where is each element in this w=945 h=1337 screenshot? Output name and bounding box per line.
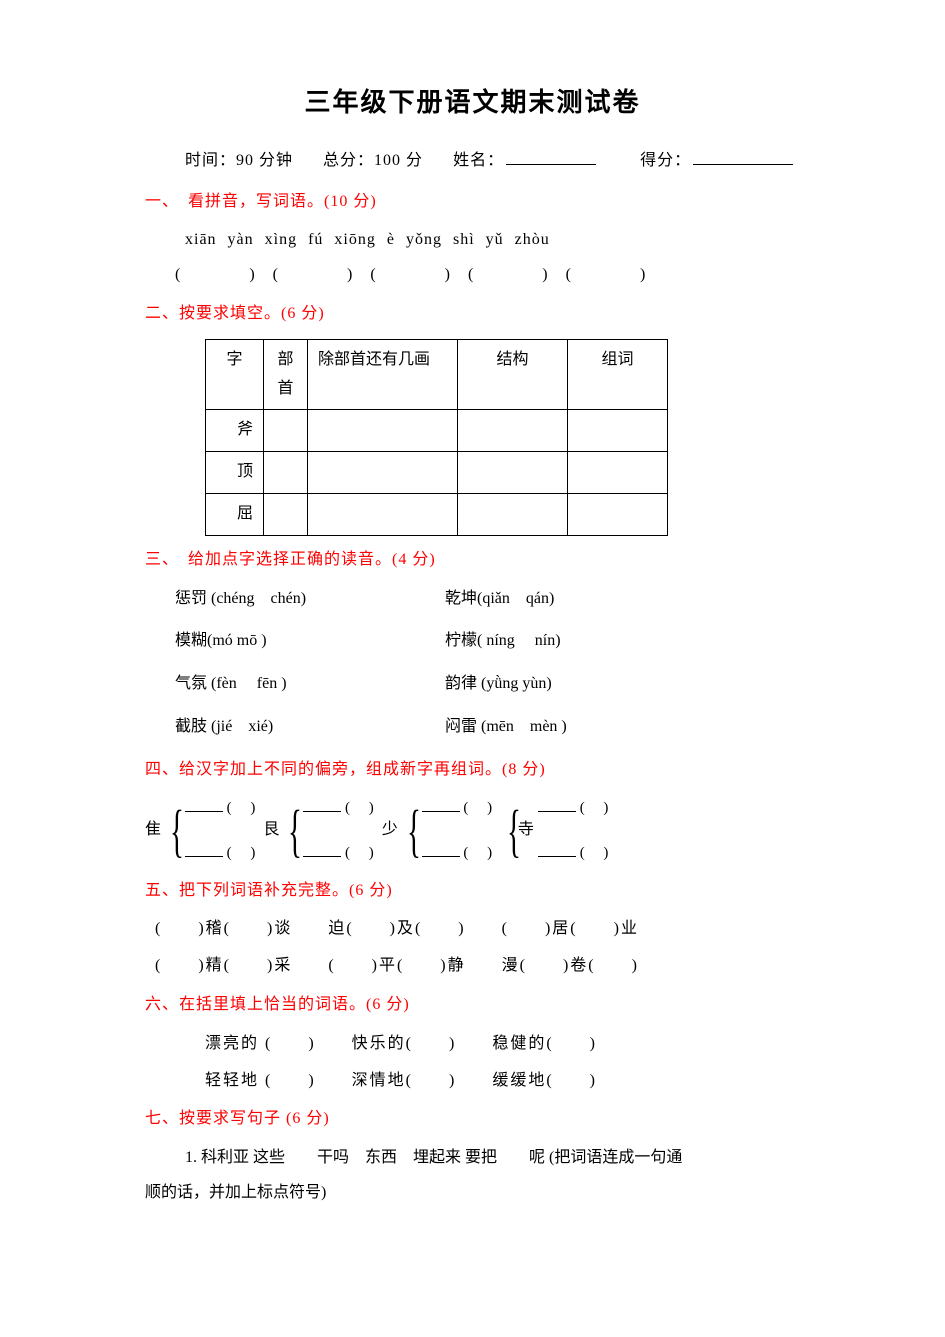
cell-blank[interactable] — [568, 493, 668, 535]
cell-blank[interactable] — [568, 452, 668, 494]
blank-line[interactable] — [303, 798, 341, 812]
name-label: 姓名： — [453, 152, 504, 169]
paren-row: ( ) ( ) ( ) ( ) ( ) — [145, 261, 800, 290]
blank-line[interactable] — [538, 798, 576, 812]
total-value: 100 分 — [374, 152, 423, 169]
q4-group: 艮 { ( ) ( ) — [263, 795, 373, 867]
cell-blank[interactable] — [264, 452, 308, 494]
q5-row: ( )精( )采 ( )平( )静 漫( )卷( ) — [145, 952, 800, 981]
cell-blank[interactable] — [458, 410, 568, 452]
brace-icon: { — [407, 802, 421, 860]
blank-line[interactable] — [185, 798, 223, 812]
q7-item-line1: 1. 科利亚 这些 干吗 东西 埋起来 要把 呢 (把词语连成一句通 — [185, 1144, 800, 1173]
q6-row: 漂亮的 ( ) 快乐的( ) 稳健的( ) — [145, 1030, 800, 1059]
cell-blank[interactable] — [308, 410, 458, 452]
th-zi: 字 — [206, 339, 264, 410]
brace-icon: { — [288, 802, 302, 860]
q3-row: 惩罚 (chéng chén) 乾坤(qiǎn qán) — [175, 585, 800, 614]
section-1-head: 一、 看拼音，写词语。(10 分) — [145, 188, 800, 217]
q3-right: 韵律 (yǜng yùn) — [445, 670, 800, 699]
slot-row: ( ) — [185, 795, 256, 822]
cell-blank[interactable] — [308, 493, 458, 535]
slot-row: ( ) — [538, 840, 609, 867]
q4-block: 隹 { ( ) ( ) 艮 { ( ) ( ) 少 { ( ) ( ) { 寺 … — [145, 795, 800, 867]
time-label: 时间： — [185, 152, 236, 169]
q7-item-line2: 顺的话，并加上标点符号) — [145, 1179, 800, 1208]
th-bushou: 部首 — [264, 339, 308, 410]
brace-icon: { — [507, 802, 521, 860]
cell-blank[interactable] — [458, 452, 568, 494]
q4-group: 隹 { ( ) ( ) — [145, 795, 255, 867]
blank-line[interactable] — [185, 843, 223, 857]
q3-right: 柠檬( níng nín) — [445, 627, 800, 656]
slot-row: ( ) — [303, 840, 374, 867]
score-blank[interactable] — [693, 147, 793, 165]
q3-left: 截肢 (jié xié) — [175, 713, 445, 742]
q6-row: 轻轻地 ( ) 深情地( ) 缓缓地( ) — [145, 1067, 800, 1096]
q5-row: ( )稽( )谈 迫( )及( ) ( )居( )业 — [145, 915, 800, 944]
cell-zi: 顶 — [206, 452, 264, 494]
q3-right: 乾坤(qiǎn qán) — [445, 585, 800, 614]
section-6-head: 六、在括里填上恰当的词语。(6 分) — [145, 991, 800, 1020]
time-value: 90 分钟 — [236, 152, 293, 169]
score-label: 得分： — [640, 152, 691, 169]
section-3-head: 三、 给加点字选择正确的读音。(4 分) — [145, 546, 800, 575]
slot-row: ( ) — [422, 795, 493, 822]
q3-row: 气氛 (fèn fēn ) 韵律 (yǜng yùn) — [175, 670, 800, 699]
q3-row: 模糊(mó mō ) 柠檬( níng nín) — [175, 627, 800, 656]
th-jiegou: 结构 — [458, 339, 568, 410]
cell-zi: 屈 — [206, 493, 264, 535]
q3-right: 闷雷 (mēn mèn ) — [445, 713, 800, 742]
cell-blank[interactable] — [264, 493, 308, 535]
table-row: 顶 — [206, 452, 668, 494]
blank-line[interactable] — [422, 843, 460, 857]
q4-group: 少 { ( ) ( ) — [382, 795, 492, 867]
pinyin-row: xiān yàn xìng fú xiōng è yǒng shì yǔ zhò… — [145, 226, 800, 255]
q3-row: 截肢 (jié xié) 闷雷 (mēn mèn ) — [175, 713, 800, 742]
meta-row: 时间：90 分钟 总分：100 分 姓名： 得分： — [145, 147, 800, 176]
table-row: 屈 — [206, 493, 668, 535]
section-5-head: 五、把下列词语补充完整。(6 分) — [145, 877, 800, 906]
cell-blank[interactable] — [308, 452, 458, 494]
th-zuci: 组词 — [568, 339, 668, 410]
slot-row: ( ) — [303, 795, 374, 822]
th-strokes: 除部首还有几画 — [308, 339, 458, 410]
q5-block: ( )稽( )谈 迫( )及( ) ( )居( )业 ( )精( )采 ( )平… — [145, 915, 800, 981]
q4-base: 少 — [382, 816, 398, 845]
section-7-head: 七、按要求写句子 (6 分) — [145, 1105, 800, 1134]
section-4-head: 四、给汉字加上不同的偏旁，组成新字再组词。(8 分) — [145, 756, 800, 785]
cell-blank[interactable] — [458, 493, 568, 535]
slot-row: ( ) — [185, 840, 256, 867]
q3-left: 惩罚 (chéng chén) — [175, 585, 445, 614]
page-title: 三年级下册语文期末测试卷 — [145, 80, 800, 127]
q4-base: 艮 — [263, 816, 279, 845]
slot-row: ( ) — [538, 795, 609, 822]
name-blank[interactable] — [506, 147, 596, 165]
q3-left: 模糊(mó mō ) — [175, 627, 445, 656]
char-table: 字 部首 除部首还有几画 结构 组词 斧 顶 屈 — [205, 339, 668, 536]
total-label: 总分： — [323, 152, 374, 169]
q7-block: 1. 科利亚 这些 干吗 东西 埋起来 要把 呢 (把词语连成一句通 — [145, 1144, 800, 1173]
cell-blank[interactable] — [568, 410, 668, 452]
q4-group: { 寺 ( ) ( ) — [500, 795, 608, 867]
q6-block: 漂亮的 ( ) 快乐的( ) 稳健的( ) 轻轻地 ( ) 深情地( ) 缓缓地… — [145, 1030, 800, 1096]
slot-row: ( ) — [422, 840, 493, 867]
q3-block: 惩罚 (chéng chén) 乾坤(qiǎn qán) 模糊(mó mō ) … — [145, 585, 800, 742]
table-row: 斧 — [206, 410, 668, 452]
brace-icon: { — [170, 802, 184, 860]
cell-zi: 斧 — [206, 410, 264, 452]
q3-left: 气氛 (fèn fēn ) — [175, 670, 445, 699]
cell-blank[interactable] — [264, 410, 308, 452]
blank-line[interactable] — [422, 798, 460, 812]
q4-base: 隹 — [145, 816, 161, 845]
blank-line[interactable] — [303, 843, 341, 857]
section-2-head: 二、按要求填空。(6 分) — [145, 300, 800, 329]
blank-line[interactable] — [538, 843, 576, 857]
